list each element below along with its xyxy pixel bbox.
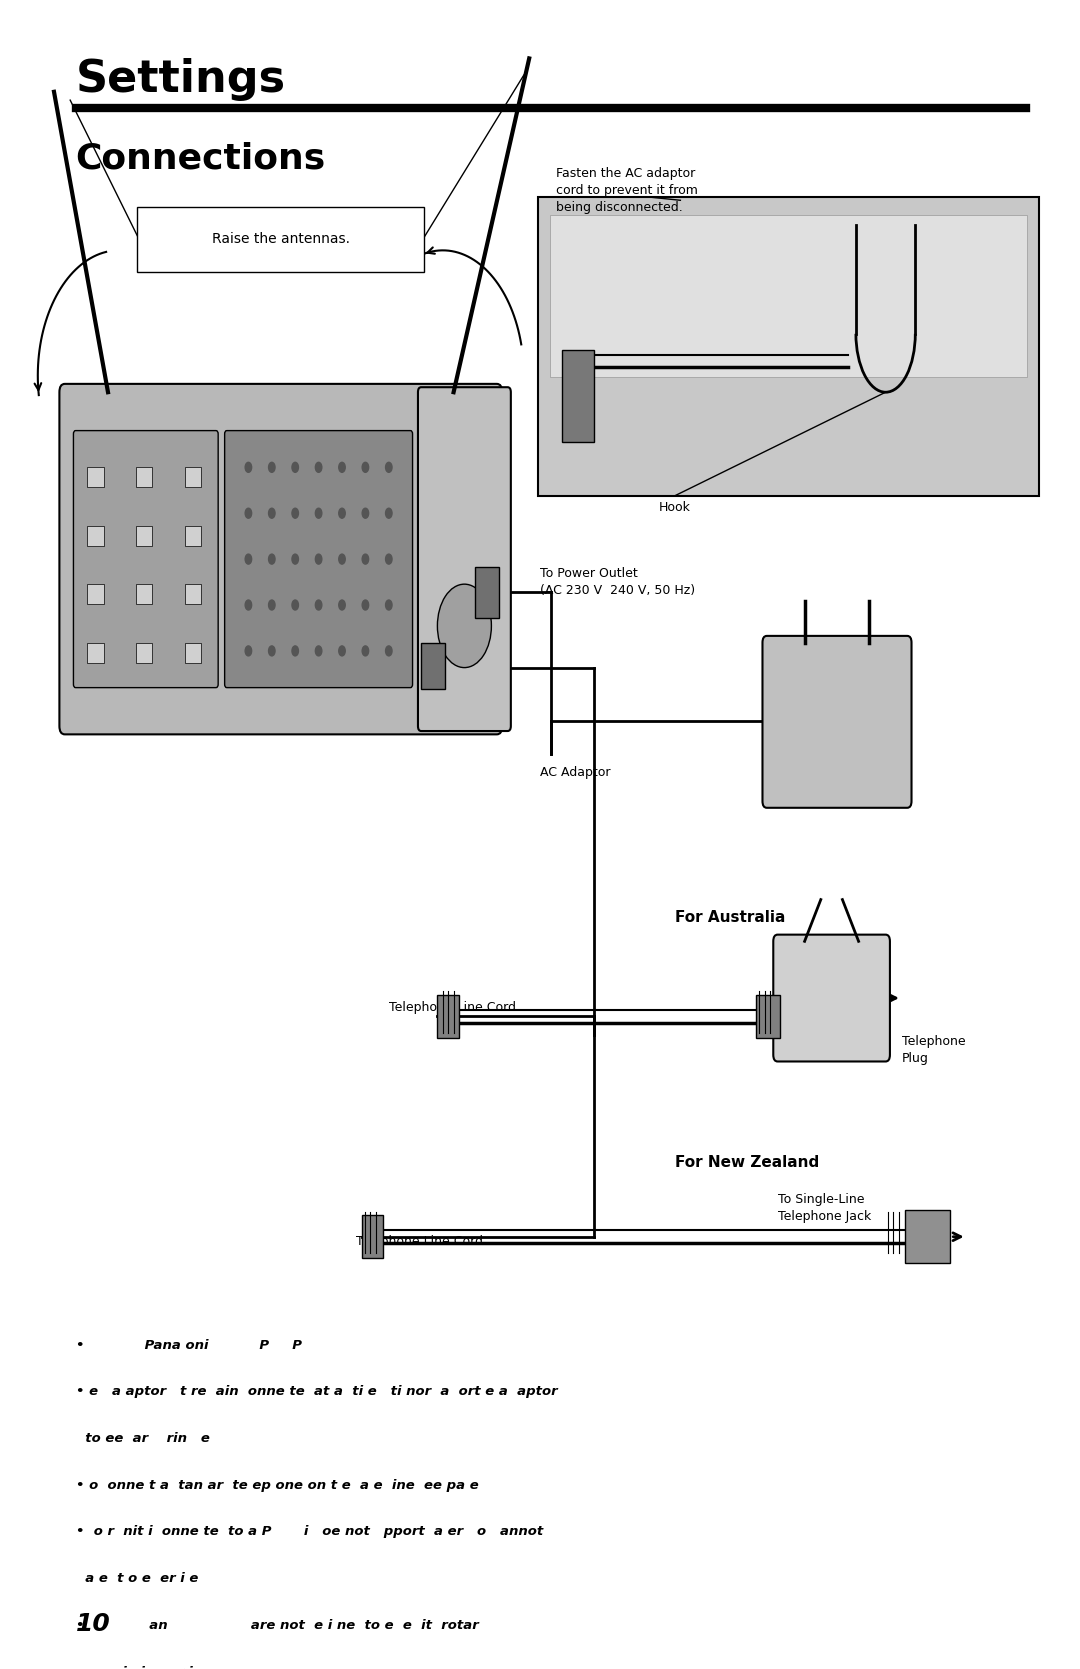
FancyBboxPatch shape: [538, 197, 1039, 496]
Text: • o  onne t a  tan ar  te ep one on t e  a e  ine  ee pa e: • o onne t a tan ar te ep one on t e a e…: [76, 1479, 478, 1492]
Bar: [185, 526, 201, 546]
Circle shape: [315, 554, 322, 564]
Bar: [185, 643, 201, 663]
Circle shape: [269, 507, 275, 517]
FancyBboxPatch shape: [550, 215, 1027, 377]
Text: For New Zealand: For New Zealand: [675, 1155, 820, 1170]
Circle shape: [339, 507, 346, 517]
Bar: [437, 995, 459, 1038]
Circle shape: [245, 646, 252, 656]
FancyBboxPatch shape: [137, 207, 424, 272]
Circle shape: [386, 462, 392, 472]
Text: a e  t o e  er i e: a e t o e er i e: [76, 1572, 198, 1586]
Bar: [136, 467, 152, 487]
Text: Fasten the AC adaptor
cord to prevent it from
being disconnected.: Fasten the AC adaptor cord to prevent it…: [556, 167, 698, 214]
Text: •             Pana oni           P     P: • Pana oni P P: [76, 1339, 301, 1352]
FancyBboxPatch shape: [73, 431, 218, 688]
Circle shape: [315, 646, 322, 656]
Circle shape: [245, 462, 252, 472]
Circle shape: [362, 507, 368, 517]
Circle shape: [292, 462, 298, 472]
Bar: [475, 567, 499, 618]
Circle shape: [245, 599, 252, 611]
Text: •  o r  nit i  onne te  to a P       i   oe not   pport  a er   o   annot: • o r nit i onne te to a P i oe not ppor…: [76, 1525, 543, 1539]
Text: Telephone Line Cord: Telephone Line Cord: [356, 1235, 484, 1248]
Text: • e   a aptor   t re  ain  onne te  at a  ti e   ti nor  a  ort e a  aptor: • e a aptor t re ain onne te at a ti e t…: [76, 1385, 557, 1399]
Circle shape: [292, 554, 298, 564]
Text: Telephone
Plug: Telephone Plug: [902, 1035, 966, 1065]
Text: •              an                  are not  e i ne  to e  e  it  rotar: • an are not e i ne to e e it rotar: [76, 1619, 478, 1632]
Text: To Power Outlet
(AC 230 V  240 V, 50 Hz): To Power Outlet (AC 230 V 240 V, 50 Hz): [540, 567, 696, 598]
Bar: [185, 584, 201, 604]
Bar: [87, 584, 104, 604]
Bar: [87, 467, 104, 487]
Circle shape: [269, 599, 275, 611]
Circle shape: [362, 462, 368, 472]
Bar: [562, 350, 594, 442]
Bar: [756, 995, 780, 1038]
Bar: [185, 467, 201, 487]
Text: 10: 10: [76, 1612, 110, 1636]
Circle shape: [362, 554, 368, 564]
Text: AC Adaptor: AC Adaptor: [540, 766, 610, 779]
Circle shape: [292, 646, 298, 656]
Circle shape: [437, 584, 491, 668]
FancyBboxPatch shape: [225, 431, 413, 688]
FancyBboxPatch shape: [773, 935, 890, 1061]
Circle shape: [362, 646, 368, 656]
Text: For Australia: For Australia: [675, 910, 785, 925]
Text: To Single-Line
Telephone Jack: To Single-Line Telephone Jack: [778, 1193, 870, 1223]
Circle shape: [362, 599, 368, 611]
Circle shape: [339, 462, 346, 472]
Text: To Socket: To Socket: [778, 935, 837, 948]
Circle shape: [292, 599, 298, 611]
Circle shape: [315, 507, 322, 517]
Circle shape: [292, 507, 298, 517]
Bar: [905, 1210, 950, 1263]
Bar: [421, 643, 445, 689]
Circle shape: [339, 646, 346, 656]
Circle shape: [315, 462, 322, 472]
Circle shape: [339, 554, 346, 564]
Circle shape: [245, 507, 252, 517]
Text: p  e  ia in   er i e: p e ia in er i e: [76, 1666, 206, 1669]
FancyBboxPatch shape: [762, 636, 912, 808]
Circle shape: [339, 599, 346, 611]
Circle shape: [269, 462, 275, 472]
Circle shape: [386, 554, 392, 564]
Text: Raise the antennas.: Raise the antennas.: [212, 232, 350, 245]
FancyBboxPatch shape: [418, 387, 511, 731]
Circle shape: [386, 646, 392, 656]
Text: Hook: Hook: [659, 501, 691, 514]
Text: Telephone Line Cord: Telephone Line Cord: [389, 1001, 516, 1015]
Bar: [136, 643, 152, 663]
Circle shape: [315, 599, 322, 611]
Bar: [136, 526, 152, 546]
Bar: [87, 526, 104, 546]
Circle shape: [269, 554, 275, 564]
Circle shape: [386, 507, 392, 517]
Bar: [87, 643, 104, 663]
Text: Settings: Settings: [76, 58, 286, 102]
Bar: [136, 584, 152, 604]
FancyBboxPatch shape: [59, 384, 502, 734]
Text: Connections: Connections: [76, 142, 326, 175]
Text: to ee  ar    rin   e: to ee ar rin e: [76, 1432, 210, 1445]
Circle shape: [269, 646, 275, 656]
Circle shape: [245, 554, 252, 564]
Circle shape: [386, 599, 392, 611]
Bar: [362, 1215, 383, 1258]
